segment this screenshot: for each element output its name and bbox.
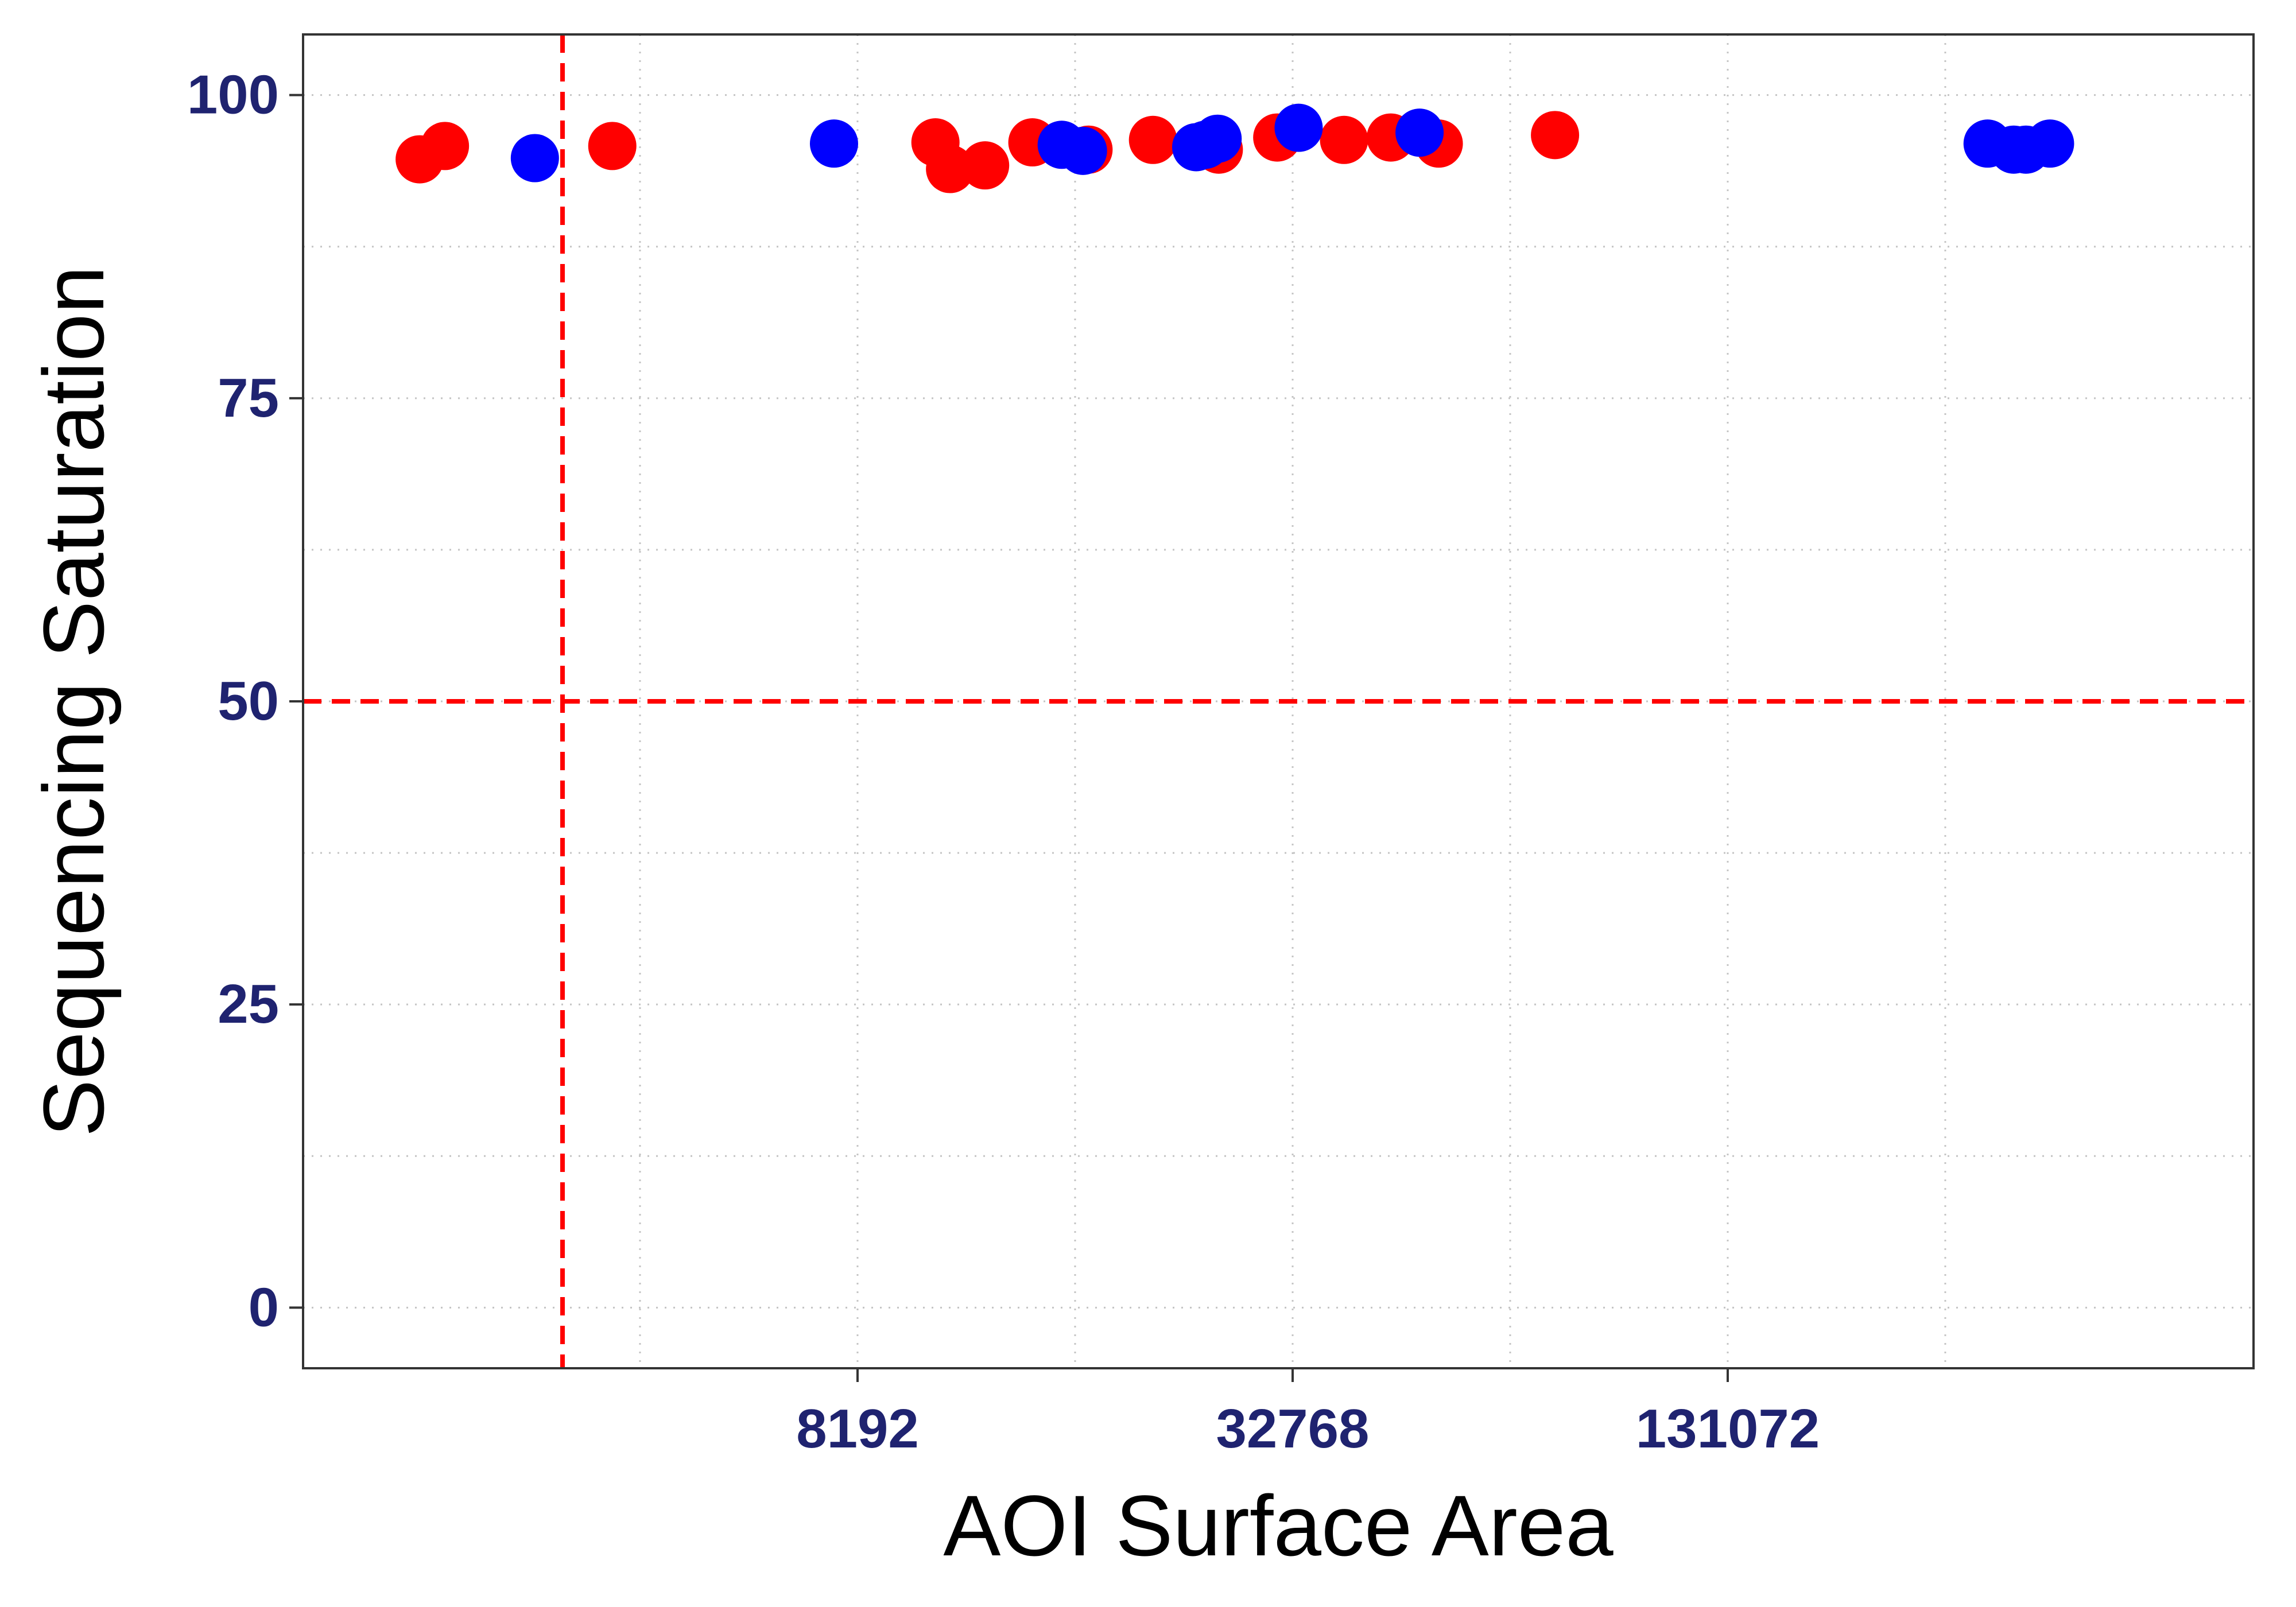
y-tick-label: 50 <box>218 670 279 732</box>
data-point <box>510 134 559 183</box>
data-point <box>1193 114 1242 163</box>
data-point <box>2026 119 2074 168</box>
data-point <box>421 122 470 170</box>
x-axis-title: AOI Surface Area <box>943 1477 1614 1574</box>
data-point <box>1531 111 1580 160</box>
data-point <box>1274 103 1323 152</box>
y-axis-title: Sequencing Saturation <box>25 266 122 1137</box>
x-tick-label: 32768 <box>1216 1398 1369 1460</box>
y-tick-label: 75 <box>218 367 279 429</box>
data-point <box>1395 108 1444 157</box>
data-point <box>961 141 1010 190</box>
data-point <box>588 122 637 170</box>
y-tick-label: 0 <box>249 1276 279 1338</box>
x-tick-label: 131072 <box>1636 1398 1820 1460</box>
reference-lines <box>303 34 2254 1368</box>
data-points <box>395 103 2074 193</box>
data-point <box>926 145 975 193</box>
grid-lines <box>303 34 2254 1368</box>
data-point <box>1128 115 1177 164</box>
x-tick-label: 8192 <box>796 1398 919 1460</box>
y-axis: 0 25 50 75 100 <box>187 64 303 1338</box>
y-tick-label: 100 <box>187 64 279 126</box>
data-point <box>809 119 858 168</box>
y-tick-label: 25 <box>218 973 279 1035</box>
data-point <box>1320 115 1368 164</box>
data-point <box>1058 126 1107 175</box>
x-axis: 8192 32768 131072 <box>796 1368 1820 1460</box>
